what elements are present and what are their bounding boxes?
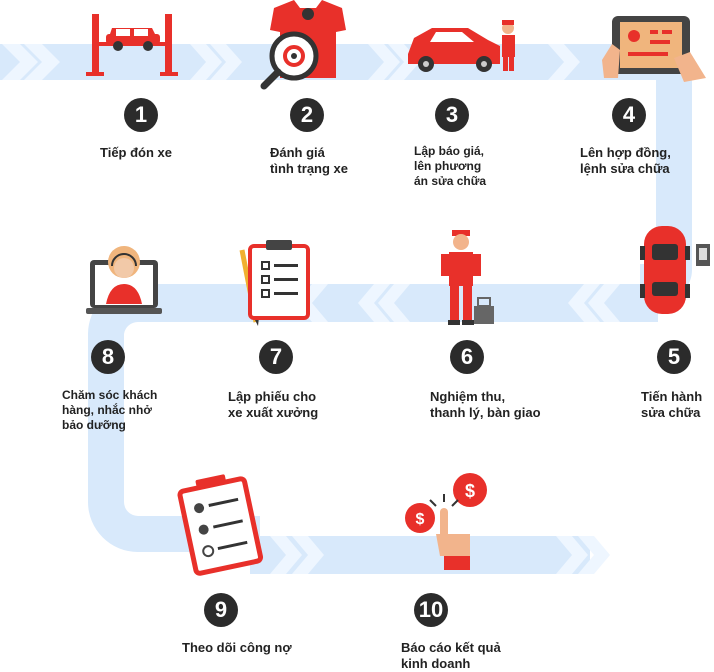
step-5-number: 5 <box>657 340 691 374</box>
chevron-right-icon <box>368 44 400 80</box>
chevron-right-icon <box>292 536 324 574</box>
step-2-label: Đánh giá tình trạng xe <box>270 145 349 176</box>
step-6-number: 6 <box>450 340 484 374</box>
chevron-right-icon <box>270 536 302 574</box>
hand-tapping-dollar-icon: $ $ <box>405 473 487 570</box>
step-1-number: 1 <box>124 98 158 132</box>
step-9-number: 9 <box>204 593 238 627</box>
mechanic-with-car-icon <box>408 20 515 72</box>
dollar-sign: $ <box>416 511 425 528</box>
step-1-label: Tiếp đón xe <box>100 145 172 160</box>
chevron-left-icon <box>358 284 390 322</box>
chevrons <box>2 44 620 574</box>
mechanic-with-toolbox-icon <box>441 230 494 325</box>
step-10-number: 10 <box>414 593 448 627</box>
chevron-right-icon <box>2 44 38 80</box>
dollar-sign: $ <box>465 481 475 501</box>
chevron-right-icon <box>24 44 60 80</box>
clipboard-parts-icon <box>177 474 264 576</box>
step-2-number: 2 <box>290 98 324 132</box>
chevron-left-icon <box>568 284 600 322</box>
magnifier-inspection-icon <box>260 0 346 90</box>
chevron-right-icon <box>556 536 588 574</box>
step-9-label: Theo dõi công nợ <box>182 640 292 655</box>
step-6-label: Nghiệm thu, thanh lý, bàn giao <box>430 389 541 420</box>
car-lift-icon <box>86 14 178 76</box>
chevron-right-icon <box>548 44 580 80</box>
step-8-number: 8 <box>91 340 125 374</box>
tablet-contract-icon <box>602 16 706 82</box>
customer-support-agent-icon <box>86 246 162 314</box>
clipboard-checklist-icon <box>239 240 310 326</box>
step-4-label: Lên hợp đồng, lệnh sửa chữa <box>580 145 671 176</box>
chevron-right-icon <box>210 44 242 80</box>
repair-car-top-view-icon <box>640 226 710 314</box>
step-10-label: Báo cáo kết quả kinh doanh <box>401 640 501 671</box>
chevron-right-icon <box>190 44 222 80</box>
step-7-number: 7 <box>259 340 293 374</box>
step-5-label: Tiến hành sửa chữa <box>641 389 703 420</box>
step-3-number: 3 <box>435 98 469 132</box>
chevron-left-icon <box>378 284 410 322</box>
chevron-right-icon <box>578 536 610 574</box>
step-7-label: Lập phiếu cho xe xuất xưởng <box>228 389 319 420</box>
chevron-left-icon <box>588 284 620 322</box>
step-8-label: Chăm sóc khách hàng, nhắc nhở bảo dưỡng <box>62 388 158 432</box>
step-3-label: Lập báo giá, lên phương án sửa chữa <box>414 144 487 188</box>
step-4-number: 4 <box>612 98 646 132</box>
